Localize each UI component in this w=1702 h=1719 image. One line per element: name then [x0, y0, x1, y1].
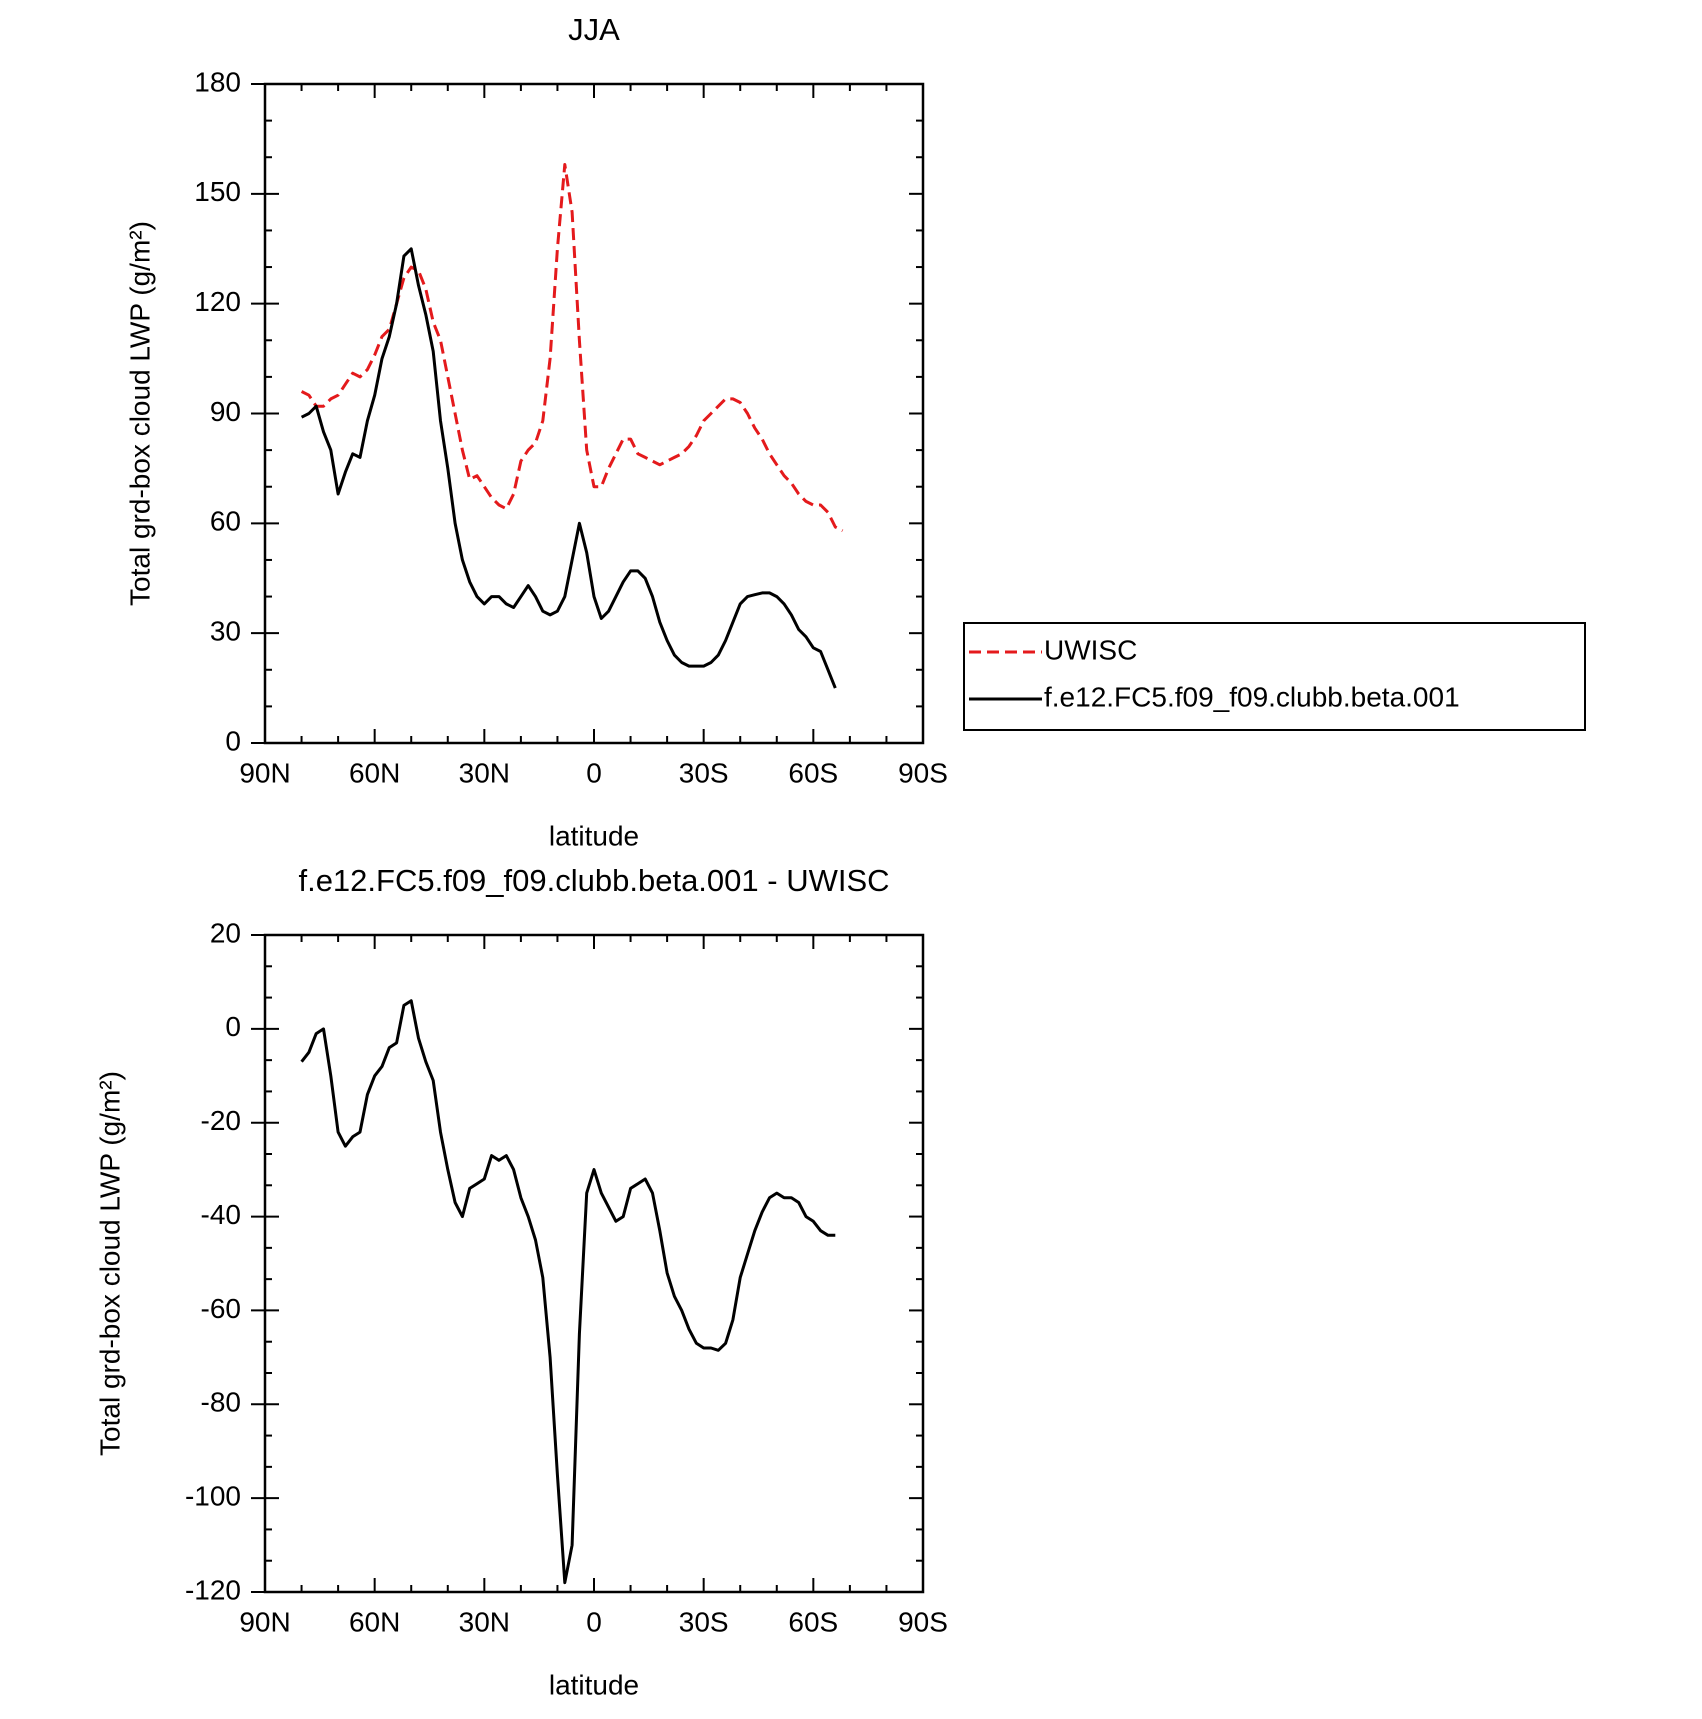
- legend-label: f.e12.FC5.f09_f09.clubb.beta.001: [1044, 681, 1460, 712]
- x-tick-label: 90N: [239, 1606, 290, 1637]
- y-tick-label: 30: [210, 616, 241, 647]
- panel: f.e12.FC5.f09_f09.clubb.beta.001 - UWISC…: [94, 863, 948, 1700]
- plot-frame: [263, 933, 925, 1594]
- x-tick-label: 90S: [898, 757, 948, 788]
- x-tick-label: 0: [586, 757, 602, 788]
- x-axis-label: latitude: [549, 820, 639, 851]
- x-tick-label: 60S: [788, 1606, 838, 1637]
- x-axis-label: latitude: [549, 1669, 639, 1700]
- chart-title: f.e12.FC5.f09_f09.clubb.beta.001 - UWISC: [298, 863, 889, 898]
- x-tick-label: 30N: [459, 757, 510, 788]
- y-tick-label: -80: [201, 1387, 241, 1418]
- legend-label: UWISC: [1044, 634, 1137, 665]
- x-tick-label: 30N: [459, 1606, 510, 1637]
- chart-title: JJA: [568, 12, 620, 47]
- x-tick-label: 30S: [679, 1606, 729, 1637]
- y-tick-label: 150: [194, 176, 241, 207]
- legend-box: [963, 622, 1586, 731]
- y-tick-label: 180: [194, 66, 241, 97]
- data-line: [300, 999, 836, 1585]
- x-tick-label: 60N: [349, 757, 400, 788]
- x-tick-label: 60S: [788, 757, 838, 788]
- y-tick-label: -40: [201, 1199, 241, 1230]
- y-tick-label: 0: [225, 725, 241, 756]
- y-tick-label: 60: [210, 506, 241, 537]
- y-tick-label: -20: [201, 1105, 241, 1136]
- x-tick-label: 60N: [349, 1606, 400, 1637]
- plot-frame: [263, 82, 925, 745]
- x-tick-label: 30S: [679, 757, 729, 788]
- y-tick-label: 0: [225, 1011, 241, 1042]
- y-tick-label: 90: [210, 396, 241, 427]
- data-line: [300, 163, 844, 533]
- data-line: [300, 247, 837, 689]
- x-tick-label: 90S: [898, 1606, 948, 1637]
- x-tick-label: 90N: [239, 757, 290, 788]
- x-tick-label: 0: [586, 1606, 602, 1637]
- panel: JJA 90N 60N 30N 0 30S 60S 90S 0 30 60 90 120 150 180 la…: [124, 12, 1586, 851]
- y-tick-label: -100: [185, 1481, 241, 1512]
- y-tick-label: 20: [210, 917, 241, 948]
- y-axis-label: Total grd-box cloud LWP (g/m²): [124, 221, 155, 606]
- y-tick-label: 120: [194, 286, 241, 317]
- y-axis-label: Total grd-box cloud LWP (g/m²): [94, 1071, 125, 1456]
- y-tick-label: -60: [201, 1293, 241, 1324]
- y-tick-label: -120: [185, 1574, 241, 1605]
